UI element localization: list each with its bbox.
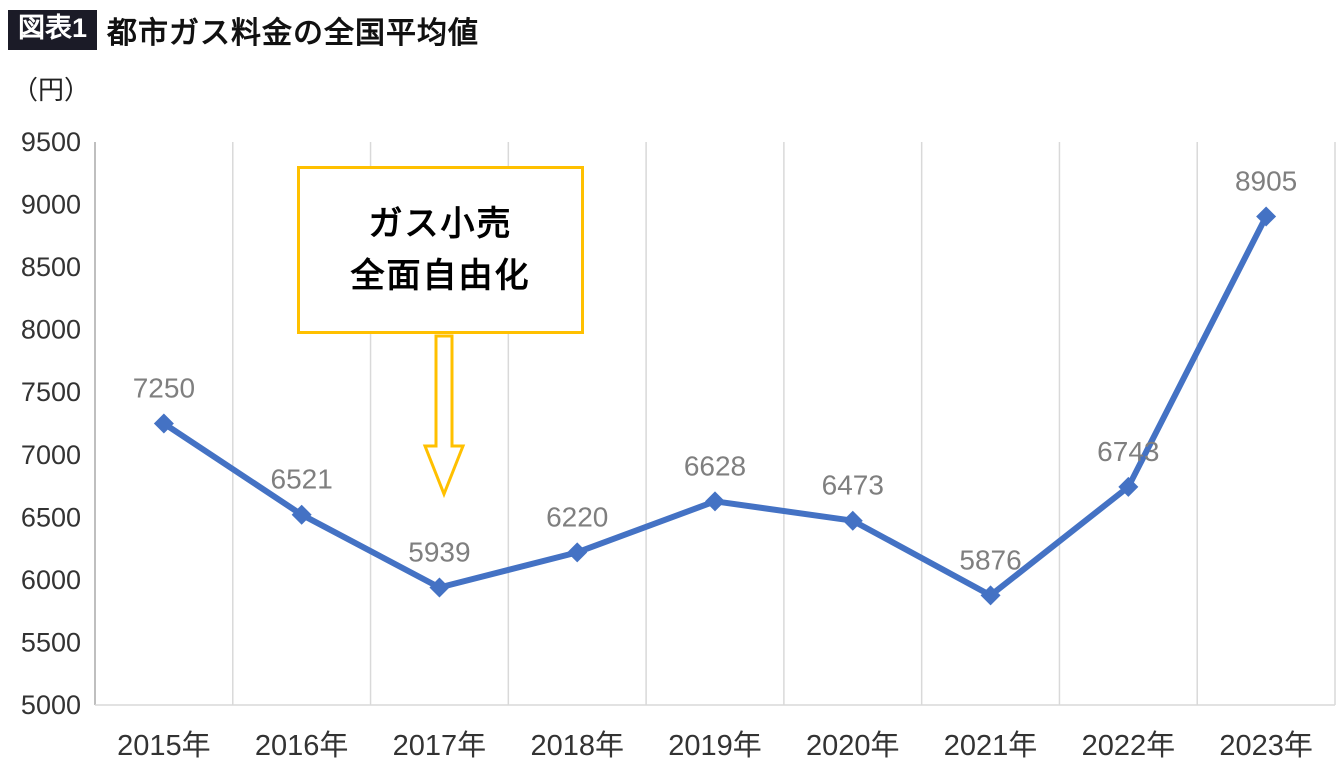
y-axis-tick-label: 6000	[21, 565, 81, 595]
data-point-marker	[153, 413, 174, 434]
y-axis-tick-label: 8500	[21, 252, 81, 282]
x-axis-tick-label: 2019年	[668, 729, 762, 762]
y-axis-tick-label: 7500	[21, 377, 81, 407]
data-point-label: 5939	[408, 537, 470, 568]
data-point-label: 7250	[133, 373, 195, 404]
y-axis-tick-label: 5000	[21, 690, 81, 720]
y-axis-tick-label: 7000	[21, 440, 81, 470]
annotation-text-line1: ガス小売	[368, 205, 513, 243]
data-point-marker	[1256, 206, 1277, 227]
data-point-label: 6743	[1097, 436, 1159, 467]
y-axis-tick-label: 9500	[21, 127, 81, 157]
figure-badge: 図表1	[8, 10, 98, 50]
x-axis-tick-label: 2016年	[255, 729, 349, 762]
x-axis-tick-label: 2021年	[944, 729, 1038, 762]
annotation-arrow-icon	[422, 334, 466, 499]
data-point-label: 6521	[271, 464, 333, 495]
data-point-marker	[705, 491, 725, 512]
data-point-label: 5876	[959, 544, 1021, 575]
x-axis-tick-label: 2023年	[1219, 729, 1313, 762]
x-axis-tick-label: 2015年	[117, 729, 211, 762]
y-axis-tick-label: 9000	[21, 190, 81, 220]
chart-header: 図表1 都市ガス料金の全国平均値	[8, 8, 479, 52]
data-point-marker	[429, 577, 450, 598]
data-point-marker	[291, 504, 312, 525]
x-axis-tick-label: 2018年	[530, 729, 624, 762]
data-point-marker	[980, 585, 1001, 606]
x-axis-tick-label: 2017年	[393, 729, 487, 762]
data-point-label: 6220	[546, 501, 608, 532]
data-point-label: 8905	[1235, 165, 1297, 196]
data-point-label: 6473	[822, 470, 884, 501]
annotation-box: ガス小売 全面自由化	[297, 166, 584, 334]
chart-title: 都市ガス料金の全国平均値	[107, 17, 480, 50]
x-axis-tick-label: 2022年	[1082, 729, 1176, 762]
y-axis-tick-label: 8000	[21, 315, 81, 345]
x-axis-tick-label: 2020年	[806, 729, 900, 762]
y-axis-tick-label: 6500	[21, 502, 81, 532]
annotation-text-line2: 全面自由化	[350, 257, 531, 295]
data-point-marker	[1118, 476, 1139, 497]
data-point-label: 6628	[684, 450, 746, 481]
data-point-marker	[842, 510, 863, 531]
y-axis-tick-label: 5500	[21, 627, 81, 657]
y-axis-unit-label: （円）	[12, 75, 91, 105]
data-point-marker	[567, 542, 588, 563]
